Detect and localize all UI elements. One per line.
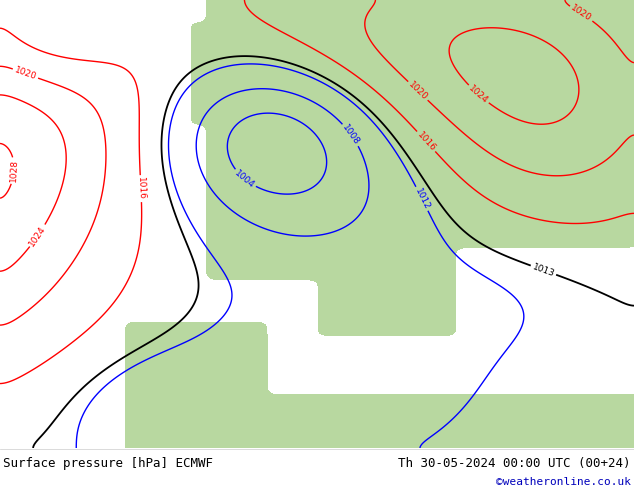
Text: ©weatheronline.co.uk: ©weatheronline.co.uk [496, 477, 631, 487]
Text: 1012: 1012 [413, 187, 431, 211]
Text: 1013: 1013 [531, 262, 556, 278]
Text: 1016: 1016 [136, 177, 146, 200]
Text: 1024: 1024 [467, 83, 490, 105]
Text: 1016: 1016 [415, 130, 437, 153]
Text: Surface pressure [hPa] ECMWF: Surface pressure [hPa] ECMWF [3, 458, 213, 470]
Text: 1020: 1020 [406, 80, 429, 102]
Text: 1008: 1008 [340, 123, 361, 147]
Text: 1020: 1020 [13, 66, 37, 82]
Text: 1028: 1028 [9, 159, 19, 182]
Text: Th 30-05-2024 00:00 UTC (00+24): Th 30-05-2024 00:00 UTC (00+24) [398, 458, 631, 470]
Text: 1024: 1024 [27, 224, 48, 248]
Text: 1020: 1020 [569, 3, 593, 24]
Text: 1004: 1004 [233, 168, 256, 190]
